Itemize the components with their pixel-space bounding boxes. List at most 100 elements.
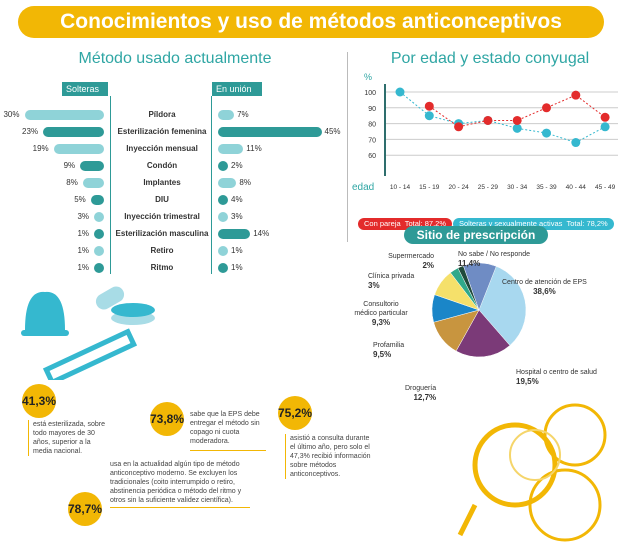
solteras-value: 30% [3,110,20,119]
fact-1-text: está esterilizada, sobre todo mayores de… [28,420,108,456]
pie-title: Sitio de prescripción [404,226,548,244]
union-bar [218,144,244,154]
union-bar [218,229,251,239]
x-tick-label: 35 - 39 [536,184,557,191]
fact-1-value: 41,3% [22,384,56,418]
union-bar [218,212,228,222]
fact-2-text: sabe que la EPS debe entregar el método … [190,410,266,451]
solteras-value: 19% [32,144,49,153]
solteras-bar [53,144,104,154]
union-axis [211,96,212,274]
union-value: 7% [237,110,249,119]
union-bar [218,161,228,171]
method-row: 30% Píldora 7% [0,108,340,122]
pie-chart [431,262,527,358]
fact-4-text: usa en la actualidad algún tipo de métod… [110,460,250,508]
solteras-bar [94,229,104,239]
label-hospital: Hospital o centro de salud 19,5% [516,369,597,386]
method-row: 1% Ritmo 1% [0,261,340,275]
data-point [571,138,581,148]
x-tick-label: 40 - 44 [566,184,587,191]
method-label: Inyección mensual [126,144,198,153]
union-bar [218,195,228,205]
solteras-bar [94,246,104,256]
methods-chart: 30% Píldora 7% 23% Esterilización femenin… [0,108,341,283]
union-bar [218,263,228,273]
label-profamilia: Profamilia 9,5% [373,342,405,359]
method-row: 1% Retiro 1% [0,244,340,258]
line-chart: % 100 90 80 70 60 edad 10 - 14 15 - 19 20 - 24 25 … [352,72,618,193]
solteras-header: Solteras [62,82,108,96]
y-tick-label: 60 [368,153,376,160]
method-label: Esterilización masculina [115,229,209,238]
union-value: 11% [246,144,262,153]
line-chart-title: Por edad y estado conyugal [390,50,590,67]
fact-3-value: 75,2% [278,396,312,430]
solteras-bar [43,127,104,137]
method-label: Inyección trimestral [124,212,200,221]
data-point [571,90,581,100]
x-tick-label: 20 - 24 [448,184,469,191]
divider [347,52,348,242]
pie-slice [463,262,497,311]
solteras-value: 23% [22,127,39,136]
solteras-value: 1% [77,263,89,272]
union-bar [218,110,235,120]
x-tick-label: 10 - 14 [390,184,411,191]
method-label: Píldora [148,110,176,119]
data-point [395,87,405,97]
contraceptives-illustration-icon [21,286,155,380]
method-row: 9% Condón 2% [0,159,340,173]
solteras-value: 1% [77,246,89,255]
data-point [483,115,493,125]
solteras-bar [90,195,104,205]
series-line [399,91,606,144]
solteras-bar [94,263,104,273]
solteras-bar [80,161,104,171]
method-label: Implantes [143,178,181,187]
method-row: 23% Esterilización femenina 45% [0,125,341,139]
union-value: 1% [231,246,243,255]
union-value: 4% [231,195,243,204]
fact-2-value: 73,8% [150,402,184,436]
method-label: Retiro [150,246,174,255]
label-no-sabe: No sabe / No responde 11,4% [458,251,530,268]
x-tick-label: 15 - 19 [419,184,440,191]
solteras-value: 5% [74,195,86,204]
data-point [454,122,464,132]
y-tick-label: 80 [368,122,376,129]
pie-slice [455,309,511,358]
solteras-axis [110,96,111,274]
union-value: 3% [231,212,243,221]
fact-3-text: asistió a consulta durante el último año… [285,434,375,479]
method-row: 3% Inyección trimestral 3% [0,210,340,224]
data-point [512,123,522,133]
y-tick-label: 90 [368,106,376,113]
label-consultorio: Consultorio médico particular 9,3% [354,301,408,327]
union-value: 8% [239,178,251,187]
union-value: 1% [231,263,243,272]
solteras-bar [24,110,104,120]
solteras-bar [82,178,104,188]
union-header: En unión [212,82,262,96]
union-value: 45% [324,127,341,136]
solteras-value: 1% [77,229,89,238]
x-tick-label: 45 - 49 [595,184,616,191]
data-point [542,128,551,138]
data-point [512,115,522,125]
union-bar [218,127,322,137]
union-bar [218,246,228,256]
label-clinica: Clínica privada 3% [368,273,415,290]
data-point [600,112,610,122]
label-eps: Centro de atención de EPS 38,6% [502,279,587,296]
method-label: Esterilización femenina [117,127,207,136]
y-tick-label: 70 [368,137,376,144]
data-point [424,101,434,111]
label-drogueria: Droguería 12,7% [405,385,437,402]
method-row: 5% DIU 4% [0,193,340,207]
union-value: 14% [253,229,270,238]
label-supermercado: Supermercado 2% [388,253,434,270]
method-row: 1% Esterilización masculina 14% [0,227,340,241]
method-label: Condón [146,161,178,170]
solteras-bar [94,212,104,222]
